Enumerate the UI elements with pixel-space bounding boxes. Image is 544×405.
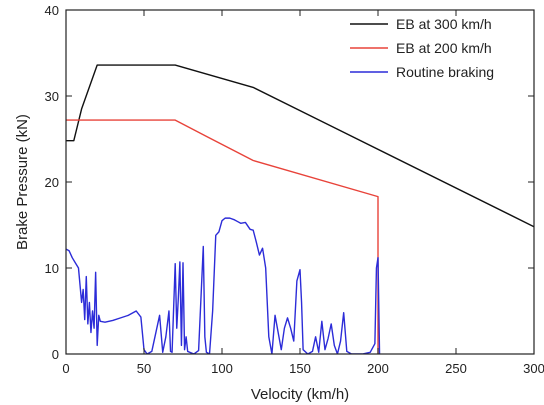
y-tick-label: 40 (45, 3, 59, 18)
x-tick-label: 0 (62, 361, 69, 376)
series-line-3 (66, 217, 381, 354)
legend-label: EB at 200 km/h (396, 40, 492, 56)
y-tick-label: 30 (45, 89, 59, 104)
x-tick-label: 50 (137, 361, 151, 376)
x-tick-label: 250 (445, 361, 467, 376)
plot-frame (65, 9, 535, 355)
x-axis-title: Velocity (km/h) (251, 386, 349, 403)
legend-entry-1: EB at 300 km/h (350, 16, 492, 32)
y-tick-label: 0 (52, 347, 59, 362)
x-tick-label: 300 (523, 361, 544, 376)
y-axis-title: Brake Pressure (kN) (14, 114, 31, 250)
legend: EB at 300 km/h EB at 200 km/h Routine brak… (350, 16, 494, 80)
series-layer (66, 64, 534, 354)
y-tick-label: 10 (45, 261, 59, 276)
axes-layer: 0 50 100 150 200 250 300 0 10 20 30 40 (45, 3, 544, 376)
series-line-2 (66, 119, 379, 354)
x-tick-label: 150 (289, 361, 311, 376)
legend-entry-3: Routine braking (350, 64, 494, 80)
legend-label: Routine braking (396, 64, 494, 80)
x-tick-label: 100 (211, 361, 233, 376)
legend-label: EB at 300 km/h (396, 16, 492, 32)
series-line-1 (66, 64, 534, 228)
x-tick-label: 200 (367, 361, 389, 376)
legend-entry-2: EB at 200 km/h (350, 40, 492, 56)
y-tick-label: 20 (45, 175, 59, 190)
